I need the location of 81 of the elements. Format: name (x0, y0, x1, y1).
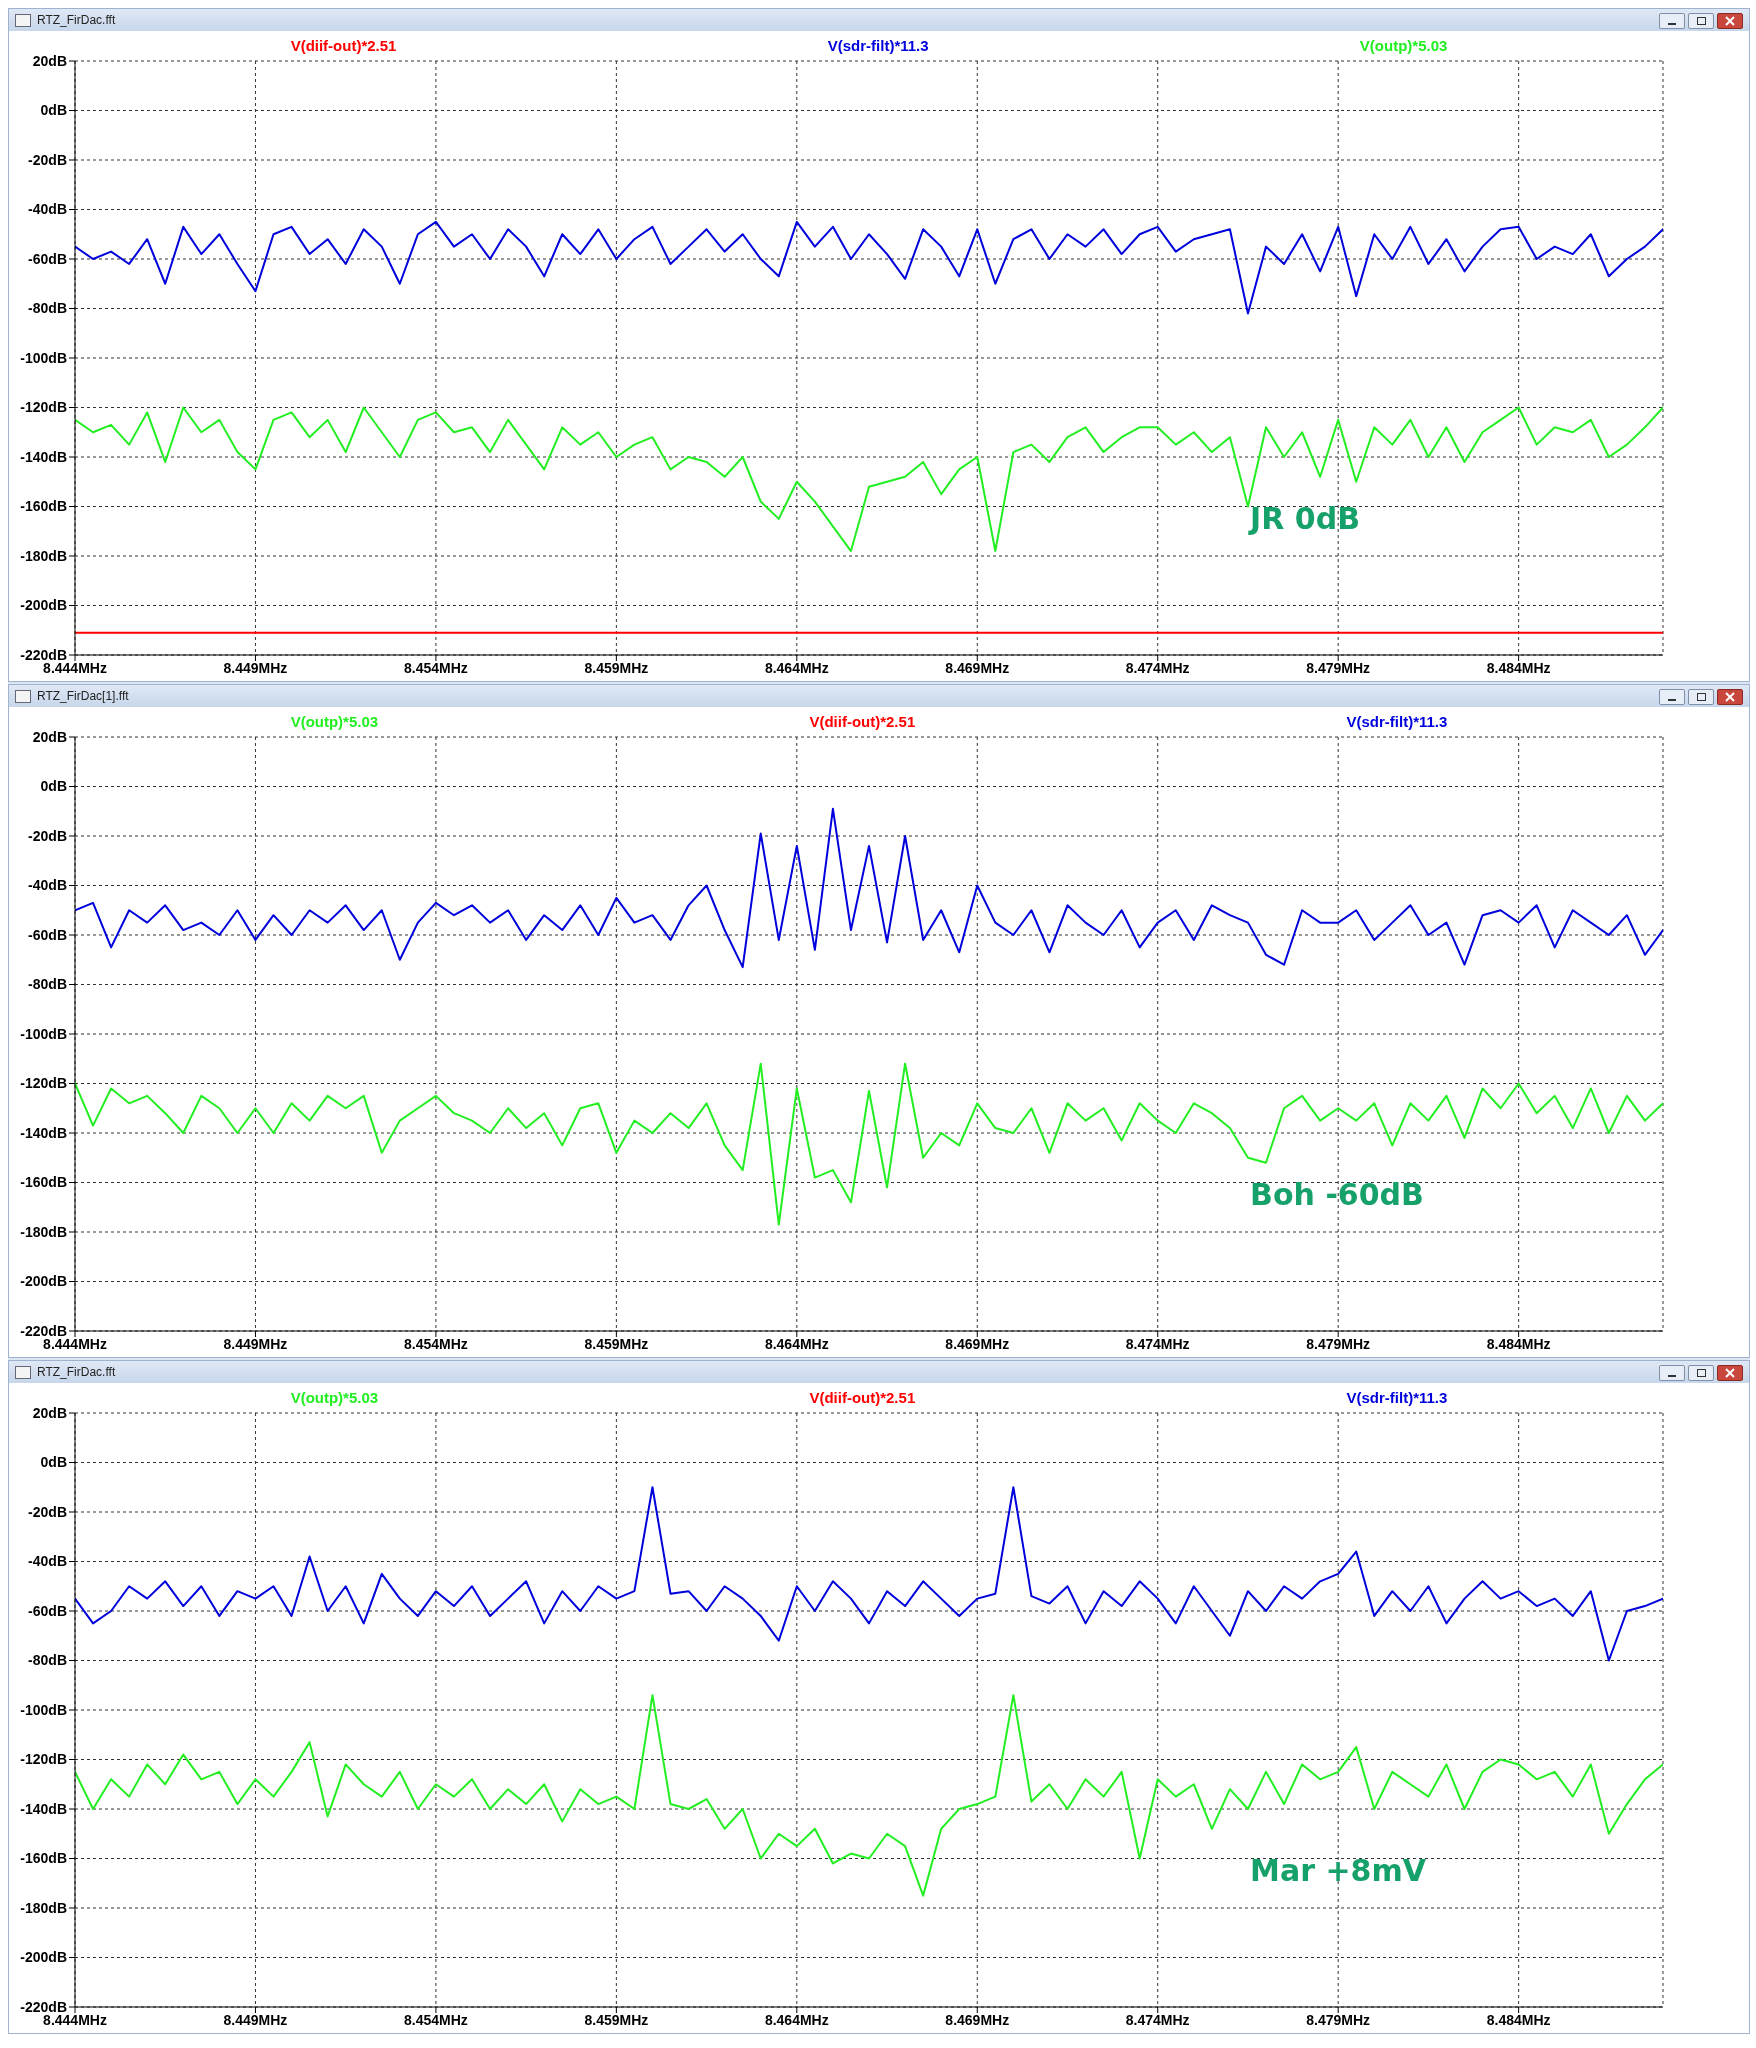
x-tick-label: 8.459MHz (584, 1335, 649, 1352)
y-tick-label: -120dB (20, 1751, 67, 1768)
y-tick-label: -80dB (28, 1652, 67, 1669)
y-tick-label: 20dB (32, 52, 67, 69)
x-tick-label: 8.484MHz (1486, 659, 1551, 676)
y-tick-label: -140dB (20, 1800, 67, 1817)
line-series (75, 1694, 1663, 1897)
text: V(diif-out)*2.51 (290, 37, 397, 54)
y-tick-label: -140dB (20, 1124, 67, 1141)
x-tick-label: 8.449MHz (223, 2011, 288, 2028)
x-tick-label: 8.469MHz (945, 659, 1010, 676)
line-series (75, 1062, 1663, 1226)
text: V(sdr-filt)*11.3 (827, 37, 929, 54)
chart-title: RTZ_FirDac.fft (37, 13, 116, 27)
x-tick-label: 8.479MHz (1306, 1335, 1371, 1352)
y-tick-label: -100dB (20, 349, 67, 366)
x-tick-label: 8.464MHz (764, 2011, 829, 2028)
y-tick-label: -100dB (20, 1701, 67, 1718)
annotation: Boh -60dB (1250, 1176, 1424, 1212)
text: V(sdr-filt)*11.3 (1346, 713, 1448, 730)
y-tick-label: -180dB (20, 1223, 67, 1240)
y-tick-label: 20dB (32, 1404, 67, 1421)
x-tick-label: 8.454MHz (404, 2011, 468, 2028)
y-tick-label: -200dB (20, 1949, 67, 1966)
y-tick-label: -60dB (28, 1602, 67, 1619)
text: V(outp)*5.03 (290, 1389, 379, 1406)
y-tick-label: -100dB (20, 1025, 67, 1042)
line-series (75, 807, 1663, 969)
x-tick-label: 8.459MHz (584, 2011, 649, 2028)
x-tick-label: 8.454MHz (404, 659, 468, 676)
line-series (75, 220, 1663, 315)
x-tick-label: 8.454MHz (404, 1335, 468, 1352)
y-tick-label: -180dB (20, 1899, 67, 1916)
line-series (75, 1486, 1663, 1662)
x-tick-label: 8.469MHz (945, 1335, 1010, 1352)
x-tick-label: 8.449MHz (223, 659, 288, 676)
y-tick-label: -40dB (28, 1553, 67, 1570)
y-tick-label: -200dB (20, 597, 67, 614)
x-tick-label: 8.479MHz (1306, 659, 1371, 676)
y-tick-label: -80dB (28, 300, 67, 317)
y-tick-label: -40dB (28, 201, 67, 218)
y-tick-label: -40dB (28, 877, 67, 894)
y-tick-label: -20dB (28, 827, 67, 844)
annotation: JR 0dB (1250, 500, 1361, 536)
y-tick-label: -180dB (20, 547, 67, 564)
x-tick-label: 8.464MHz (764, 1335, 829, 1352)
y-tick-label: -20dB (28, 1503, 67, 1520)
y-tick-label: -80dB (28, 976, 67, 993)
x-tick-label: 8.464MHz (764, 659, 829, 676)
y-tick-label: 0dB (40, 778, 67, 795)
y-tick-label: -140dB (20, 448, 67, 465)
x-tick-label: 8.459MHz (584, 659, 649, 676)
text: V(outp)*5.03 (1359, 37, 1448, 54)
y-tick-label: -160dB (20, 498, 67, 515)
x-tick-label: 8.479MHz (1306, 2011, 1371, 2028)
legend-label: V(diif-out)*2.51 (809, 713, 916, 730)
chart-title: RTZ_FirDac[1].fft (37, 689, 129, 703)
y-tick-label: -160dB (20, 1174, 67, 1191)
x-tick-label: 8.474MHz (1125, 1335, 1190, 1352)
y-tick-label: 20dB (32, 728, 67, 745)
x-tick-label: 8.474MHz (1125, 2011, 1190, 2028)
y-tick-label: -20dB (28, 151, 67, 168)
y-tick-label: 0dB (40, 102, 67, 119)
text: V(sdr-filt)*11.3 (1346, 1389, 1448, 1406)
annotation: Mar +8mV (1250, 1852, 1426, 1888)
y-tick-label: -120dB (20, 399, 67, 416)
chart-title: RTZ_FirDac.fft (37, 1365, 116, 1379)
y-tick-label: -60dB (28, 250, 67, 267)
y-tick-label: -60dB (28, 926, 67, 943)
x-tick-label: 8.484MHz (1486, 1335, 1551, 1352)
legend-label: V(diif-out)*2.51 (809, 1389, 916, 1406)
y-tick-label: -160dB (20, 1850, 67, 1867)
x-tick-label: 8.474MHz (1125, 659, 1190, 676)
line-series (75, 406, 1663, 553)
y-tick-label: -200dB (20, 1273, 67, 1290)
x-tick-label: 8.469MHz (945, 2011, 1010, 2028)
x-tick-label: 8.449MHz (223, 1335, 288, 1352)
text: V(outp)*5.03 (290, 713, 379, 730)
x-tick-label: 8.484MHz (1486, 2011, 1551, 2028)
y-tick-label: 0dB (40, 1454, 67, 1471)
y-tick-label: -120dB (20, 1075, 67, 1092)
